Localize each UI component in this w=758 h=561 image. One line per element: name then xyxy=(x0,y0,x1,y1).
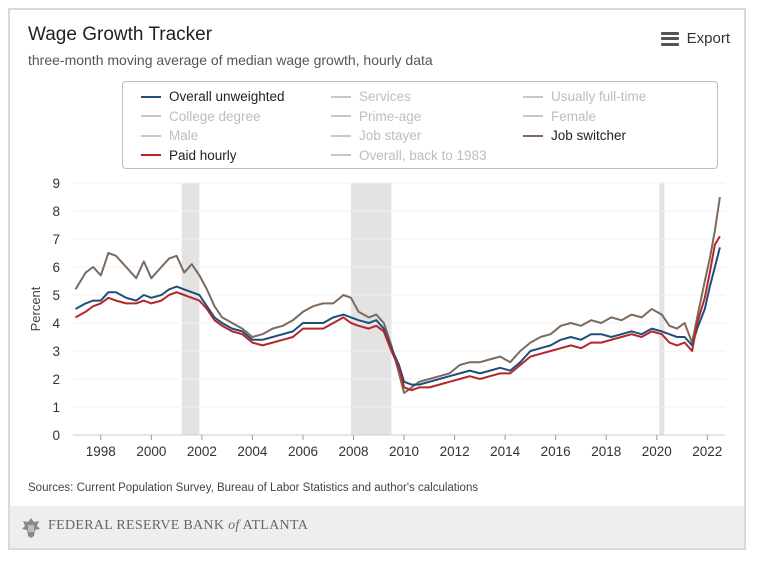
y-tick-label: 0 xyxy=(52,428,60,443)
sources-note: Sources: Current Population Survey, Bure… xyxy=(28,482,479,494)
x-tick-label: 2022 xyxy=(692,444,722,459)
legend-label: Female xyxy=(551,108,597,124)
legend-swatch xyxy=(141,154,161,156)
x-tick-label: 2008 xyxy=(338,444,368,459)
eagle-seal-icon xyxy=(22,518,40,538)
y-tick-label: 3 xyxy=(52,344,60,359)
footer: FEDERAL RESERVE BANK of ATLANTA xyxy=(10,506,744,548)
legend-swatch xyxy=(141,95,161,98)
legend: Overall unweighted Services Usually full-t… xyxy=(122,81,718,169)
legend-label: Services xyxy=(359,89,411,104)
x-tick-label: 2002 xyxy=(187,444,217,459)
x-tick-label: 2020 xyxy=(642,444,672,459)
export-button[interactable]: Export xyxy=(660,30,730,47)
y-tick-label: 7 xyxy=(52,232,60,247)
y-tick-label: 9 xyxy=(52,176,60,191)
legend-item-job-switcher[interactable]: Job switcher xyxy=(523,128,626,143)
recession-band-2 xyxy=(659,183,665,435)
chart-title: Wage Growth Tracker xyxy=(28,24,213,45)
chart-subtitle: three-month moving average of median wag… xyxy=(28,52,433,68)
x-tick-label: 2010 xyxy=(389,444,419,459)
legend-swatch xyxy=(523,134,543,137)
y-tick-label: 6 xyxy=(52,260,60,275)
x-tick-label: 2014 xyxy=(490,444,521,459)
y-tick-label: 1 xyxy=(52,400,60,415)
legend-swatch xyxy=(523,115,543,117)
legend-label: Male xyxy=(169,128,199,143)
legend-item-services[interactable]: Services xyxy=(331,89,411,104)
legend-item-paid-hourly[interactable]: Paid hourly xyxy=(141,148,237,163)
x-tick-label: 1998 xyxy=(86,444,116,459)
legend-item-male[interactable]: Male xyxy=(141,128,198,143)
legend-item-college-degree[interactable]: College degree xyxy=(141,109,261,124)
x-tick-label: 2012 xyxy=(440,444,470,459)
y-tick-label: 5 xyxy=(52,288,60,303)
menu-icon xyxy=(660,31,679,46)
legend-label: Job stayer xyxy=(359,128,422,143)
recession-band-0 xyxy=(181,183,200,435)
chart-card: Wage Growth Tracker three-month moving a… xyxy=(8,8,746,550)
legend-item-overall-unweighted[interactable]: Overall unweighted xyxy=(141,89,285,104)
legend-label: Prime-age xyxy=(359,108,422,124)
legend-swatch xyxy=(331,154,351,156)
x-tick-label: 2016 xyxy=(541,444,571,459)
legend-item-usually-full-time[interactable]: Usually full-time xyxy=(523,89,646,104)
legend-label: Overall unweighted xyxy=(169,89,285,104)
legend-swatch xyxy=(141,134,161,137)
y-tick-label: 2 xyxy=(52,372,60,387)
y-axis-label: Percent xyxy=(28,286,43,331)
legend-label: Paid hourly xyxy=(169,147,237,163)
x-tick-label: 2018 xyxy=(591,444,621,459)
export-label: Export xyxy=(686,30,730,47)
legend-label: College degree xyxy=(169,108,261,124)
x-tick-label: 2004 xyxy=(237,444,268,459)
legend-swatch xyxy=(331,134,351,137)
legend-item-overall-back-to-1983[interactable]: Overall, back to 1983 xyxy=(331,148,487,163)
legend-item-prime-age[interactable]: Prime-age xyxy=(331,109,421,124)
line-chart: 0 1 2 3 4 5 6 7 8 9 1998 2000 2002 2004 2006 2008 2010 20… xyxy=(28,176,725,459)
bank-name: FEDERAL RESERVE BANK of ATLANTA xyxy=(48,518,309,533)
series-line-overall-unweighted xyxy=(75,247,721,386)
x-tick-label: 2000 xyxy=(136,444,166,459)
legend-swatch xyxy=(331,95,351,98)
legend-swatch xyxy=(331,115,351,117)
x-tick-label: 2006 xyxy=(288,444,318,459)
y-tick-label: 8 xyxy=(52,204,60,219)
series-line-paid-hourly xyxy=(75,235,721,392)
legend-item-job-stayer[interactable]: Job stayer xyxy=(331,128,421,143)
legend-swatch xyxy=(141,115,161,117)
legend-item-female[interactable]: Female xyxy=(523,109,596,124)
legend-label: Usually full-time xyxy=(551,89,647,104)
legend-swatch xyxy=(523,95,543,98)
y-tick-label: 4 xyxy=(52,316,60,331)
legend-label: Job switcher xyxy=(551,128,627,143)
legend-label: Overall, back to 1983 xyxy=(359,147,487,163)
